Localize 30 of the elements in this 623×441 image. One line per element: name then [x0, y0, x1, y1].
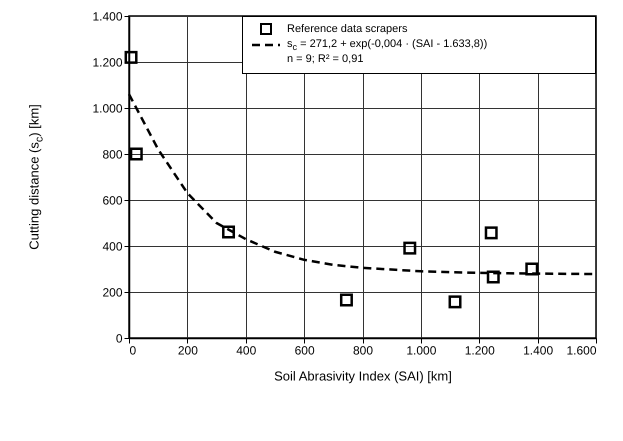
point [525, 262, 538, 276]
y-tick-label: 1.400 [92, 10, 123, 24]
point [340, 294, 353, 307]
y-tick-label: 600 [102, 194, 123, 208]
point [403, 242, 416, 255]
x-axis-title: Soil Abrasivity Index (SAI) [km] [274, 368, 452, 384]
x-tick-label: 400 [236, 344, 257, 358]
x-tick-label: 1.200 [464, 344, 496, 358]
point [124, 50, 138, 64]
point [222, 225, 236, 238]
annotation: n = 9; R² = 0,91 [286, 53, 364, 67]
y-tick-label: 400 [102, 240, 123, 254]
legend-label: Reference data scrapers [287, 23, 408, 35]
legend-label: s$_{c}$ = 271,2 + exp(-0,004 · (SAI - 1.633,8)) [287, 38, 488, 52]
point [448, 295, 462, 308]
y-tick-label: 1.000 [92, 102, 123, 116]
x-tick-label: 800 [352, 344, 374, 358]
x-tick-label: 200 [178, 344, 198, 358]
y-tick-label: 0 [116, 332, 123, 346]
x-tick-label: 1.600 [566, 344, 597, 358]
x-tick-label: 0 [130, 344, 136, 358]
point [484, 226, 498, 240]
x-tick-label: 600 [294, 344, 315, 358]
x-tick-label: 1.400 [523, 344, 554, 358]
point [130, 148, 143, 160]
point [486, 270, 500, 284]
y-tick-label: 200 [102, 286, 123, 300]
y-tick-label: 800 [102, 148, 123, 162]
x-tick-label: 1.000 [406, 344, 437, 358]
y-tick-label: 1.200 [92, 56, 123, 70]
